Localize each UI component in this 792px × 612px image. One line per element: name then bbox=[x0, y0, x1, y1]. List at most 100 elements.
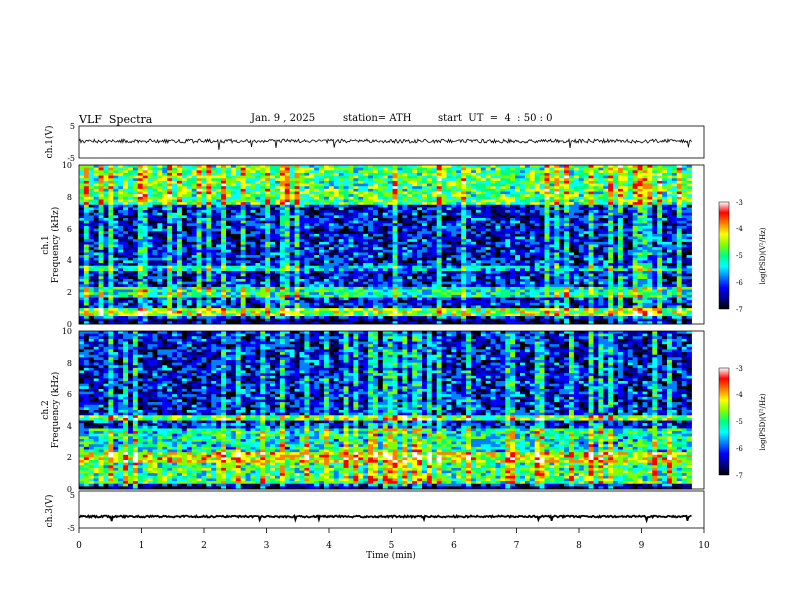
spectrogram-cell bbox=[265, 260, 271, 264]
spectrogram-cell bbox=[461, 196, 467, 200]
spectrogram-cell bbox=[343, 316, 349, 320]
spectrogram-cell bbox=[93, 207, 99, 211]
spectrogram-cell bbox=[270, 170, 276, 174]
spectrogram-cell bbox=[270, 204, 276, 208]
spectrogram-cell bbox=[230, 292, 237, 296]
spectrogram-cell bbox=[152, 289, 158, 293]
spectrogram-cell bbox=[304, 276, 310, 280]
spectrogram-cell bbox=[152, 297, 158, 301]
spectrogram-cell bbox=[412, 236, 418, 240]
spectrogram-cell bbox=[392, 215, 398, 219]
spectrogram-cell bbox=[319, 294, 325, 298]
spectrogram-cell bbox=[172, 183, 178, 187]
spectrogram-cell bbox=[397, 247, 403, 251]
spectrogram-cell bbox=[211, 196, 217, 200]
spectrogram-cell bbox=[260, 263, 266, 267]
spectrogram-cell bbox=[79, 321, 85, 325]
spectrogram-cell bbox=[279, 249, 286, 253]
spectrogram-cell bbox=[162, 207, 168, 211]
spectrogram-cell bbox=[294, 286, 300, 290]
spectrogram-cell bbox=[319, 273, 325, 277]
spectrogram-cell bbox=[392, 172, 398, 176]
spectrogram-cell bbox=[103, 247, 109, 251]
spectrogram-cell bbox=[461, 297, 467, 301]
spectrogram-cell bbox=[132, 165, 139, 169]
spectrogram-cell bbox=[132, 268, 139, 272]
spectrogram-cell bbox=[123, 225, 129, 229]
spectrogram-cell bbox=[373, 204, 379, 208]
spectrogram-cell bbox=[441, 294, 447, 298]
spectrogram-cell bbox=[284, 305, 291, 309]
spectrogram-cell bbox=[402, 249, 408, 253]
spectrogram-cell bbox=[451, 263, 457, 267]
spectrogram-cell bbox=[162, 265, 168, 269]
spectrogram-cell bbox=[113, 289, 119, 293]
spectrogram-cell bbox=[211, 191, 217, 195]
spectrogram-cell bbox=[407, 305, 413, 309]
spectrogram-cell bbox=[113, 172, 119, 176]
spectrogram-cell bbox=[245, 318, 251, 322]
spectrogram-cell bbox=[480, 289, 487, 293]
spectrogram-cell bbox=[265, 215, 271, 219]
spectrogram-cell bbox=[206, 231, 212, 235]
spectrogram-cell bbox=[422, 204, 428, 208]
spectrogram-cell bbox=[142, 241, 148, 245]
spectrogram-cell bbox=[480, 265, 487, 269]
spectrogram-cell bbox=[294, 239, 300, 243]
spectrogram-cell bbox=[260, 273, 266, 277]
spectrogram-cell bbox=[377, 292, 384, 296]
spectrogram-cell bbox=[338, 186, 344, 190]
spectrogram-cell bbox=[142, 196, 148, 200]
spectrogram-cell bbox=[358, 167, 364, 171]
spectrogram-cell bbox=[177, 223, 183, 227]
spectrogram-cell bbox=[333, 278, 340, 282]
spectrogram-cell bbox=[79, 170, 85, 174]
spectrogram-cell bbox=[240, 165, 246, 169]
spectrogram-cell bbox=[147, 265, 153, 269]
spectrogram-cell bbox=[118, 257, 124, 261]
spectrogram-cell bbox=[186, 260, 193, 264]
spectrogram-cell bbox=[382, 255, 389, 259]
spectrogram-cell bbox=[412, 220, 418, 224]
spectrogram-cell bbox=[123, 294, 129, 298]
spectrogram-cell bbox=[284, 271, 291, 275]
spectrogram-cell bbox=[456, 305, 462, 309]
spectrogram-cell bbox=[314, 170, 320, 174]
spectrogram-cell bbox=[186, 172, 193, 176]
spectrogram-cell bbox=[456, 196, 462, 200]
spectrogram-cell bbox=[304, 210, 310, 214]
spectrogram-cell bbox=[83, 297, 90, 301]
spectrogram-cell bbox=[250, 239, 256, 243]
spectrogram-cell bbox=[196, 178, 202, 182]
spectrogram-cell bbox=[446, 202, 452, 206]
spectrogram-cell bbox=[348, 310, 354, 314]
spectrogram-cell bbox=[422, 294, 428, 298]
spectrogram-cell bbox=[240, 178, 246, 182]
spectrogram-cell bbox=[260, 257, 266, 261]
spectrogram-cell bbox=[314, 175, 320, 179]
spectrogram-cell bbox=[235, 284, 242, 288]
spectrogram-cell bbox=[279, 300, 286, 304]
spectrogram-cell bbox=[441, 212, 447, 216]
spectrogram-cell bbox=[123, 289, 129, 293]
spectrogram-cell bbox=[466, 180, 472, 184]
spectrogram-cell bbox=[451, 292, 457, 296]
spectrogram-cell bbox=[245, 281, 251, 285]
spectrogram-cell bbox=[289, 241, 295, 245]
spectrogram-cell bbox=[123, 186, 129, 190]
spectrogram-cell bbox=[294, 281, 300, 285]
spectrogram-cell bbox=[88, 167, 95, 171]
spectrogram-cell bbox=[417, 302, 423, 306]
spectrogram-cell bbox=[475, 247, 482, 251]
spectrogram-cell bbox=[230, 186, 237, 190]
spectrogram-cell bbox=[348, 249, 354, 253]
spectrogram-cell bbox=[412, 292, 418, 296]
spectrogram-cell bbox=[338, 223, 344, 227]
spectrogram-cell bbox=[289, 318, 295, 322]
spectrogram-cell bbox=[118, 255, 124, 259]
spectrogram-cell bbox=[392, 302, 398, 306]
spectrogram-cell bbox=[426, 321, 433, 325]
spectrogram-cell bbox=[226, 202, 232, 206]
spectrogram-cell bbox=[319, 252, 325, 256]
spectrogram-cell bbox=[230, 249, 237, 253]
